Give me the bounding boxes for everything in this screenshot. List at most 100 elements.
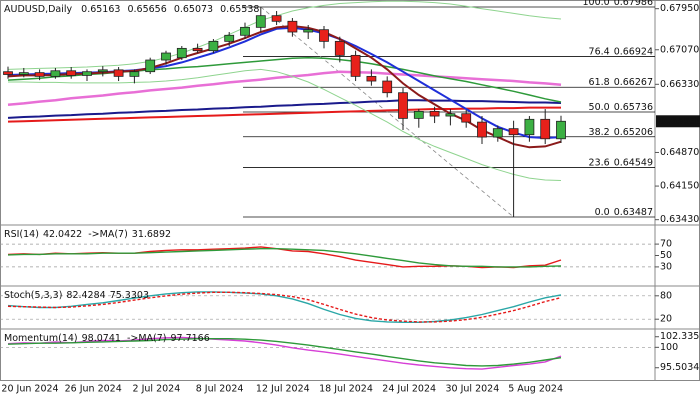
fib-label: 23.6 0.64549 <box>589 157 653 168</box>
indicator-value: 75.3303 <box>110 290 149 301</box>
fib-value: 0.66267 <box>614 77 653 88</box>
candle-body <box>382 80 393 94</box>
candle-body <box>82 71 92 76</box>
header-high: 0.65656 <box>127 4 166 15</box>
candle-body <box>208 40 219 52</box>
candle-body <box>366 75 377 82</box>
y-tick-label: 20 <box>660 314 672 325</box>
candle-body <box>350 54 361 77</box>
fib-trend <box>260 6 514 218</box>
fib-label: 61.8 0.66267 <box>589 77 653 88</box>
indicator-value: 98.0741 <box>82 333 121 344</box>
indicator-value: 31.6892 <box>132 229 171 240</box>
y-tick-label: 0.66330 <box>660 79 699 90</box>
x-tick-label: 18 Jul 2024 <box>319 384 373 395</box>
candle-body <box>508 128 519 136</box>
indicator-header: Stoch(5,3,3) 82.4284 75.3303 <box>4 290 149 301</box>
frame <box>0 0 700 381</box>
candle-body <box>556 120 566 140</box>
fib-value: 0.67986 <box>614 0 653 8</box>
y-tick-label: 0.64150 <box>660 181 699 192</box>
y-tick-label: 95.5034 <box>660 362 699 373</box>
x-tick-label: 26 Jun 2024 <box>65 384 122 395</box>
x-tick-label: 24 Jul 2024 <box>382 384 436 395</box>
candle-body <box>477 121 487 138</box>
y-tick-label: 50 <box>660 250 672 261</box>
candle-body <box>66 70 77 76</box>
candle-body <box>524 118 535 136</box>
candle-body <box>3 71 13 75</box>
fib-label: 76.4 0.66924 <box>589 46 653 57</box>
fib-value: 0.64549 <box>614 157 653 168</box>
candle-body <box>240 26 250 36</box>
indicator-line <box>7 106 561 123</box>
fib-level: 38.2 <box>589 126 610 137</box>
indicator-header: RSI(14) 42.0422 ->MA(7) 31.6892 <box>4 229 171 240</box>
y-tick-label: 30 <box>660 261 672 272</box>
fib-level: 0.0 <box>595 207 610 218</box>
candle-body <box>398 92 408 119</box>
indicator-line <box>8 68 562 181</box>
y-tick-label: 0.64870 <box>660 147 699 158</box>
candle-body <box>461 113 472 123</box>
header-open: 0.65163 <box>81 4 120 15</box>
fib-value: 0.65206 <box>614 126 653 137</box>
fib-level: 50.0 <box>589 102 610 113</box>
candle-body <box>334 40 345 56</box>
x-tick-label: 30 Jul 2024 <box>446 384 500 395</box>
header-close: 0.65538 <box>220 4 259 15</box>
x-tick-label: 5 Aug 2024 <box>508 384 563 395</box>
fib-value: 0.65736 <box>614 102 653 113</box>
indicator-line <box>7 336 562 370</box>
candle-body <box>492 128 503 138</box>
candle-body <box>303 29 314 33</box>
candle-body <box>145 59 156 73</box>
fib-level: 61.8 <box>589 77 610 88</box>
candle-body <box>287 20 298 33</box>
indicator-name: RSI(14) <box>4 229 39 240</box>
header-low: 0.65073 <box>174 4 213 15</box>
candle-body <box>18 72 29 75</box>
symbol: AUDUSD,Daily <box>4 4 73 15</box>
chart-header: AUDUSD,Daily 0.65163 0.65656 0.65073 0.6… <box>4 4 259 15</box>
y-tick-label: 0.67950 <box>660 3 699 14</box>
indicator-value: 97.7166 <box>170 333 209 344</box>
indicator-line <box>7 99 562 119</box>
indicator-line <box>7 291 562 323</box>
current-price: 0.65538 <box>660 116 700 127</box>
indicator-line <box>7 338 562 367</box>
candle-body <box>97 69 108 73</box>
y-tick-label: 70 <box>660 239 672 250</box>
candle-body <box>540 118 551 140</box>
y-tick-label: 100 <box>660 342 678 353</box>
fib-label: 100.0 0.67986 <box>583 0 654 8</box>
fib-label: 50.0 0.65736 <box>589 102 653 113</box>
candle-body <box>113 69 124 77</box>
fib-level: 76.4 <box>589 46 610 57</box>
fib-label: 0.0 0.63487 <box>595 207 653 218</box>
y-tick-label: 102.3355 <box>660 331 700 342</box>
indicator-value: 82.4284 <box>66 290 105 301</box>
indicator-line <box>7 70 562 107</box>
indicator-header: Momentum(14) 98.0741 ->MA(7) 97.7166 <box>4 333 210 344</box>
indicator-name: Stoch(5,3,3) <box>4 290 62 301</box>
y-tick-label: 0.63430 <box>660 214 699 225</box>
indicator-name: Momentum(14) <box>4 333 78 344</box>
indicator-line <box>7 0 562 70</box>
candle-body <box>192 47 203 52</box>
candle-body <box>319 29 329 42</box>
x-tick-label: 20 Jun 2024 <box>1 384 58 395</box>
candle-body <box>176 47 187 59</box>
y-tick-label: 80 <box>660 290 672 301</box>
candle-body <box>224 34 235 42</box>
candle-body <box>413 110 424 119</box>
x-tick-label: 8 Jul 2024 <box>196 384 244 395</box>
fib-level: 100.0 <box>583 0 610 8</box>
indicator-name: ->MA(7) <box>88 229 128 240</box>
x-tick-label: 2 Jul 2024 <box>133 384 181 395</box>
fib-value: 0.66924 <box>614 46 653 57</box>
y-tick-label: 0.67070 <box>660 44 699 55</box>
candle-body <box>161 52 171 61</box>
candle-body <box>445 113 456 117</box>
